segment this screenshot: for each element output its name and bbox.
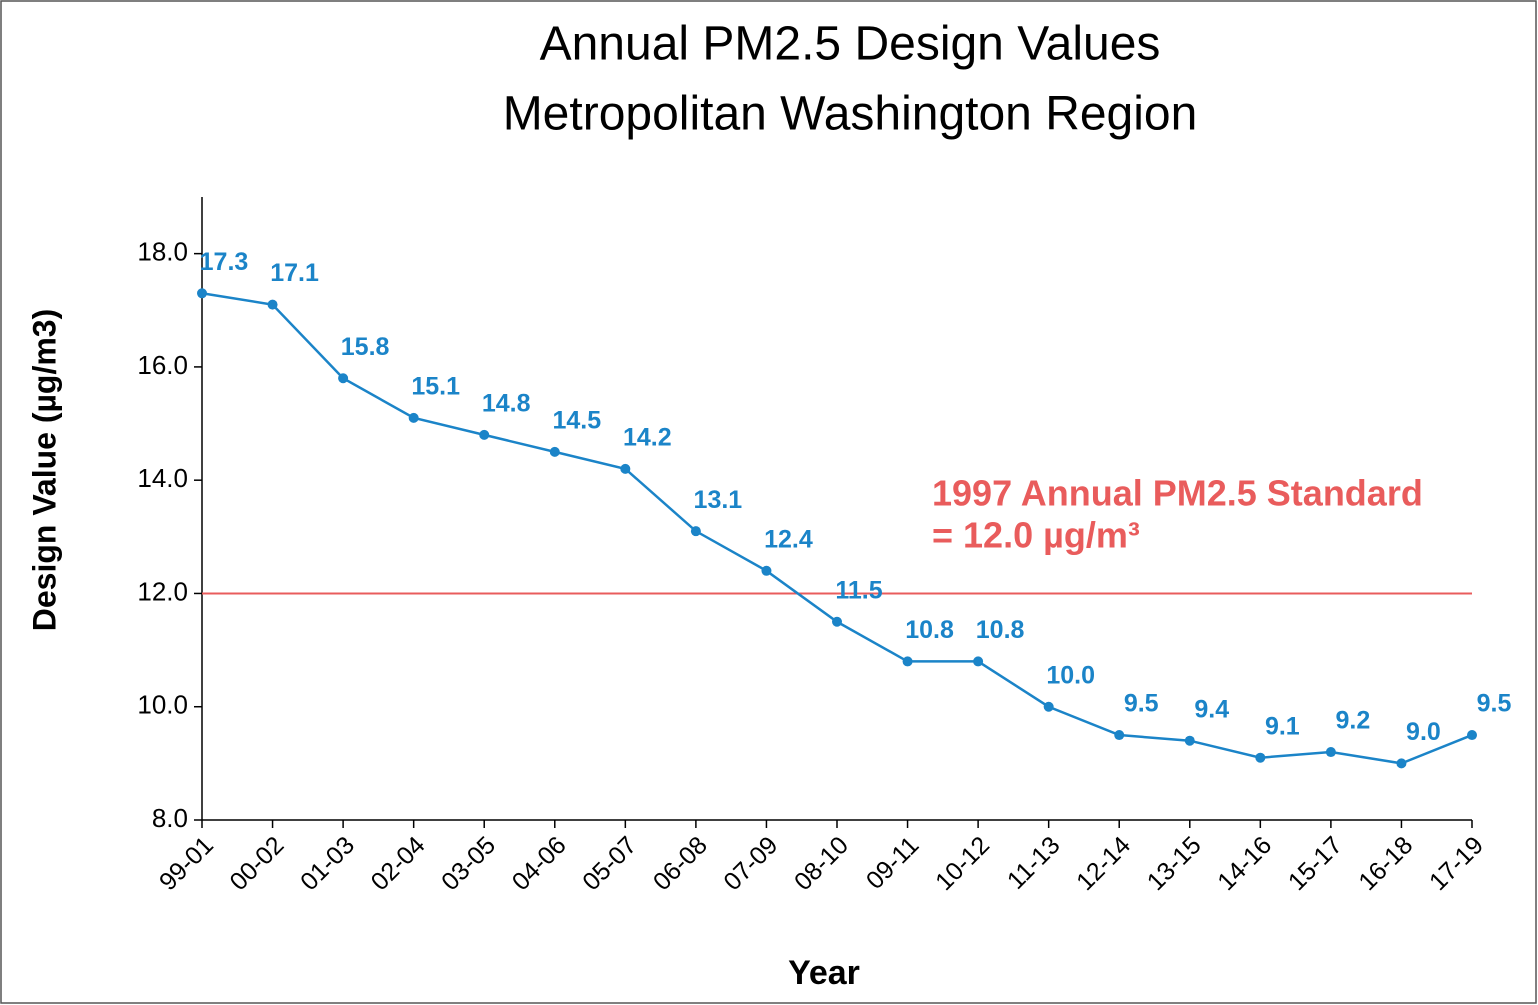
data-point [1255, 752, 1266, 763]
data-label: 15.1 [411, 372, 460, 400]
data-point [832, 616, 842, 627]
y-tick-label: 10.0 [137, 690, 188, 720]
reference-label: 1997 Annual PM2.5 Standard [932, 473, 1423, 514]
data-point [1396, 758, 1407, 769]
data-point [902, 656, 913, 667]
reference-label: = 12.0 µg/m³ [932, 515, 1140, 556]
data-point [1184, 735, 1195, 746]
data-point [1467, 730, 1477, 741]
data-label: 10.8 [976, 616, 1025, 644]
data-label: 10.8 [905, 616, 954, 644]
data-label: 9.2 [1336, 707, 1371, 735]
data-label: 9.5 [1477, 690, 1512, 718]
data-label: 12.4 [764, 525, 813, 553]
y-tick-label: 8.0 [152, 803, 188, 833]
data-label: 9.1 [1265, 712, 1300, 740]
x-axis-label: Year [788, 954, 860, 992]
chart-title: Metropolitan Washington Region [503, 88, 1198, 141]
data-label: 11.5 [835, 576, 882, 604]
data-label: 9.5 [1124, 690, 1159, 718]
data-label: 9.0 [1406, 718, 1441, 746]
data-point [1325, 747, 1336, 758]
data-label: 15.8 [341, 333, 390, 361]
data-point [1114, 730, 1125, 741]
y-tick-label: 12.0 [137, 576, 188, 606]
data-point [1043, 701, 1054, 712]
data-label: 9.4 [1194, 695, 1229, 723]
chart-title: Annual PM2.5 Design Values [540, 18, 1161, 71]
data-label: 14.5 [552, 406, 601, 434]
data-point [408, 412, 419, 423]
data-label: 17.1 [270, 259, 319, 287]
data-point [690, 526, 701, 537]
y-tick-label: 16.0 [137, 350, 188, 380]
data-point [973, 656, 984, 667]
y-axis-label: Design Value (µg/m3) [26, 309, 62, 632]
data-label: 17.3 [200, 248, 249, 276]
data-point [197, 288, 207, 299]
data-point [549, 446, 560, 457]
y-tick-label: 18.0 [137, 237, 188, 267]
data-label: 10.0 [1046, 661, 1095, 689]
data-point [479, 429, 490, 440]
data-point [338, 373, 349, 384]
data-label: 14.8 [482, 389, 531, 417]
data-label: 13.1 [694, 486, 743, 514]
data-point [761, 565, 772, 576]
data-point [620, 463, 631, 474]
y-tick-label: 14.0 [137, 463, 188, 493]
data-label: 14.2 [623, 423, 672, 451]
data-point [267, 299, 278, 310]
